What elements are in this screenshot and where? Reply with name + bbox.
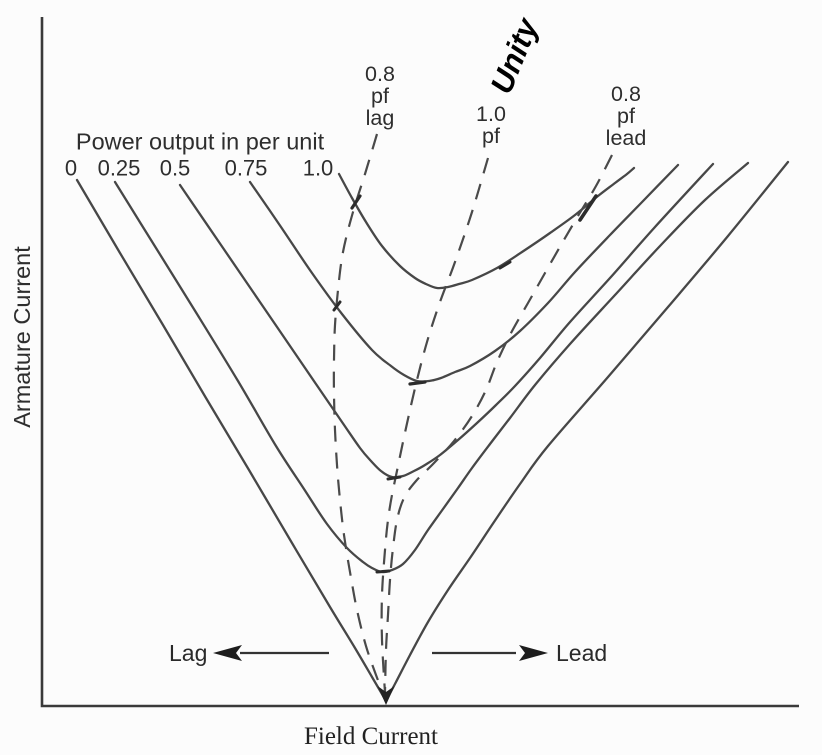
svg-text:0.75: 0.75 — [225, 156, 268, 181]
svg-text:Power output in per unit: Power output in per unit — [76, 129, 325, 155]
svg-text:0.8: 0.8 — [611, 82, 641, 106]
svg-text:Lag: Lag — [169, 640, 207, 666]
svg-text:0.25: 0.25 — [98, 156, 141, 181]
svg-text:0.8: 0.8 — [365, 62, 395, 86]
svg-text:1.0: 1.0 — [303, 156, 334, 181]
svg-text:lead: lead — [606, 126, 647, 150]
svg-text:Field Current: Field Current — [304, 723, 438, 750]
svg-text:Lead: Lead — [556, 640, 607, 666]
svg-text:pf: pf — [617, 104, 635, 128]
svg-text:pf: pf — [371, 84, 389, 108]
svg-text:Armature Current: Armature Current — [9, 246, 35, 428]
svg-text:0: 0 — [65, 156, 77, 181]
svg-text:lag: lag — [366, 106, 395, 130]
svg-text:pf: pf — [482, 124, 500, 148]
svg-text:0.5: 0.5 — [160, 156, 191, 181]
svg-text:1.0: 1.0 — [476, 102, 506, 126]
